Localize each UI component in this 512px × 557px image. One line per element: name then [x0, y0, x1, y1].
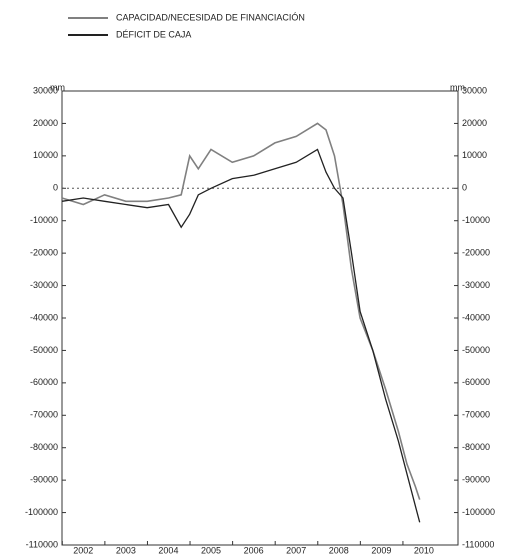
x-tick-label: 2007 [286, 545, 306, 555]
y-tick-label: -30000 [30, 280, 58, 290]
legend-label: CAPACIDAD/NECESIDAD DE FINANCIACIÓN [116, 12, 305, 22]
y2-tick-label: -40000 [462, 312, 490, 322]
y2-tick-label: -10000 [462, 215, 490, 225]
y2-unit-label: mm [450, 82, 465, 92]
y-tick-label: -110000 [26, 539, 58, 549]
y-tick-label: -60000 [30, 377, 58, 387]
legend-label: DÉFICIT DE CAJA [116, 29, 191, 39]
y2-tick-label: -20000 [462, 248, 490, 258]
plot-frame [61, 90, 459, 546]
y-tick-label: 20000 [33, 118, 58, 128]
y-tick-label: 10000 [33, 150, 58, 160]
x-tick-label: 2002 [73, 545, 93, 555]
y2-tick-label: 0 [462, 183, 467, 193]
y-tick-label: -50000 [30, 345, 58, 355]
series-line [61, 148, 421, 523]
y2-tick-label: -50000 [462, 345, 490, 355]
y-tick-label: -100000 [25, 507, 58, 517]
y2-tick-label: -100000 [462, 507, 495, 517]
y-tick-label: 30000 [33, 85, 58, 95]
y2-tick-label: -70000 [462, 410, 490, 420]
y2-tick-label: -60000 [462, 377, 490, 387]
y-unit-label: mm [50, 82, 65, 92]
x-tick-label: 2006 [244, 545, 264, 555]
x-tick-label: 2003 [116, 545, 136, 555]
y-tick-label: -10000 [30, 215, 58, 225]
series-line [61, 122, 421, 500]
y2-tick-label: 30000 [462, 85, 487, 95]
y2-tick-label: -90000 [462, 475, 490, 485]
y2-tick-label: 20000 [462, 118, 487, 128]
x-tick-label: 2004 [158, 545, 178, 555]
x-tick-label: 2010 [414, 545, 434, 555]
y2-tick-label: -80000 [462, 442, 490, 452]
y-tick-label: -70000 [30, 410, 58, 420]
x-tick-label: 2009 [371, 545, 391, 555]
y2-tick-label: 10000 [462, 150, 487, 160]
y2-tick-label: -30000 [462, 280, 490, 290]
y-tick-label: 0 [53, 183, 58, 193]
y-tick-label: -20000 [30, 248, 58, 258]
y-tick-label: -80000 [30, 442, 58, 452]
y-tick-label: -40000 [30, 312, 58, 322]
y2-tick-label: -110000 [462, 539, 494, 549]
y-tick-label: -90000 [30, 475, 58, 485]
x-tick-label: 2008 [329, 545, 349, 555]
x-tick-label: 2005 [201, 545, 221, 555]
